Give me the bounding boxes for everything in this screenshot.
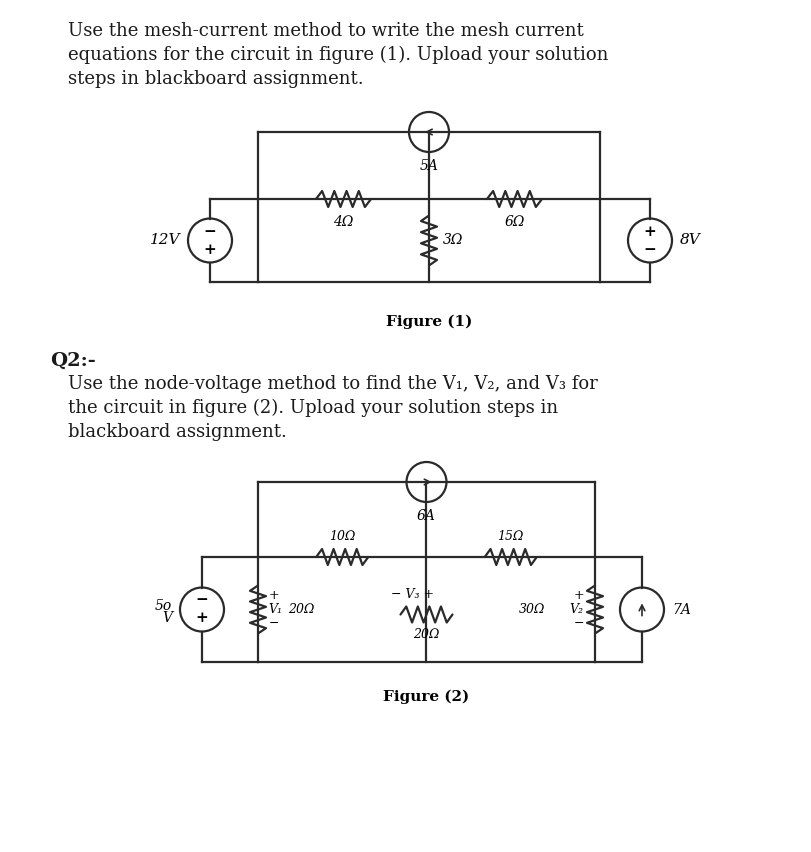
Text: −: − — [204, 224, 216, 239]
Text: steps in blackboard assignment.: steps in blackboard assignment. — [68, 70, 363, 88]
Text: 7A: 7A — [672, 602, 690, 617]
Text: +: + — [268, 589, 279, 602]
Text: 6Ω: 6Ω — [504, 215, 524, 229]
Text: V₂: V₂ — [569, 603, 582, 616]
Text: 12V: 12V — [149, 233, 180, 247]
Text: −: − — [268, 617, 279, 630]
Text: +: + — [204, 243, 216, 256]
Text: Figure (1): Figure (1) — [385, 314, 472, 329]
Text: 30Ω: 30Ω — [518, 603, 544, 616]
Text: equations for the circuit in figure (1). Upload your solution: equations for the circuit in figure (1).… — [68, 46, 607, 64]
Text: Use the mesh-current method to write the mesh current: Use the mesh-current method to write the… — [68, 22, 583, 40]
Text: +: + — [573, 589, 584, 602]
Text: Figure (2): Figure (2) — [383, 690, 469, 705]
Text: the circuit in figure (2). Upload your solution steps in: the circuit in figure (2). Upload your s… — [68, 399, 557, 417]
Text: 15Ω: 15Ω — [497, 530, 523, 543]
Text: 8V: 8V — [679, 233, 700, 247]
Text: +: + — [643, 224, 655, 239]
Text: Q2:-: Q2:- — [50, 352, 96, 370]
Text: 3Ω: 3Ω — [443, 233, 463, 247]
Text: 20Ω: 20Ω — [413, 629, 439, 642]
Text: 10Ω: 10Ω — [328, 530, 355, 543]
Text: −: − — [195, 594, 208, 607]
Text: V: V — [162, 612, 172, 625]
Text: −: − — [573, 617, 584, 630]
Text: 6A: 6A — [417, 509, 436, 523]
Text: +: + — [195, 612, 208, 625]
Text: blackboard assignment.: blackboard assignment. — [68, 423, 286, 441]
Text: − V₃ +: − V₃ + — [391, 588, 433, 601]
Text: Use the node-voltage method to find the V₁, V₂, and V₃ for: Use the node-voltage method to find the … — [68, 375, 597, 393]
Text: V₁: V₁ — [268, 603, 281, 616]
Text: −: − — [643, 243, 655, 256]
Text: 5o: 5o — [155, 598, 172, 613]
Text: 4Ω: 4Ω — [333, 215, 354, 229]
Text: 20Ω: 20Ω — [288, 603, 314, 616]
Text: 5A: 5A — [419, 159, 438, 173]
